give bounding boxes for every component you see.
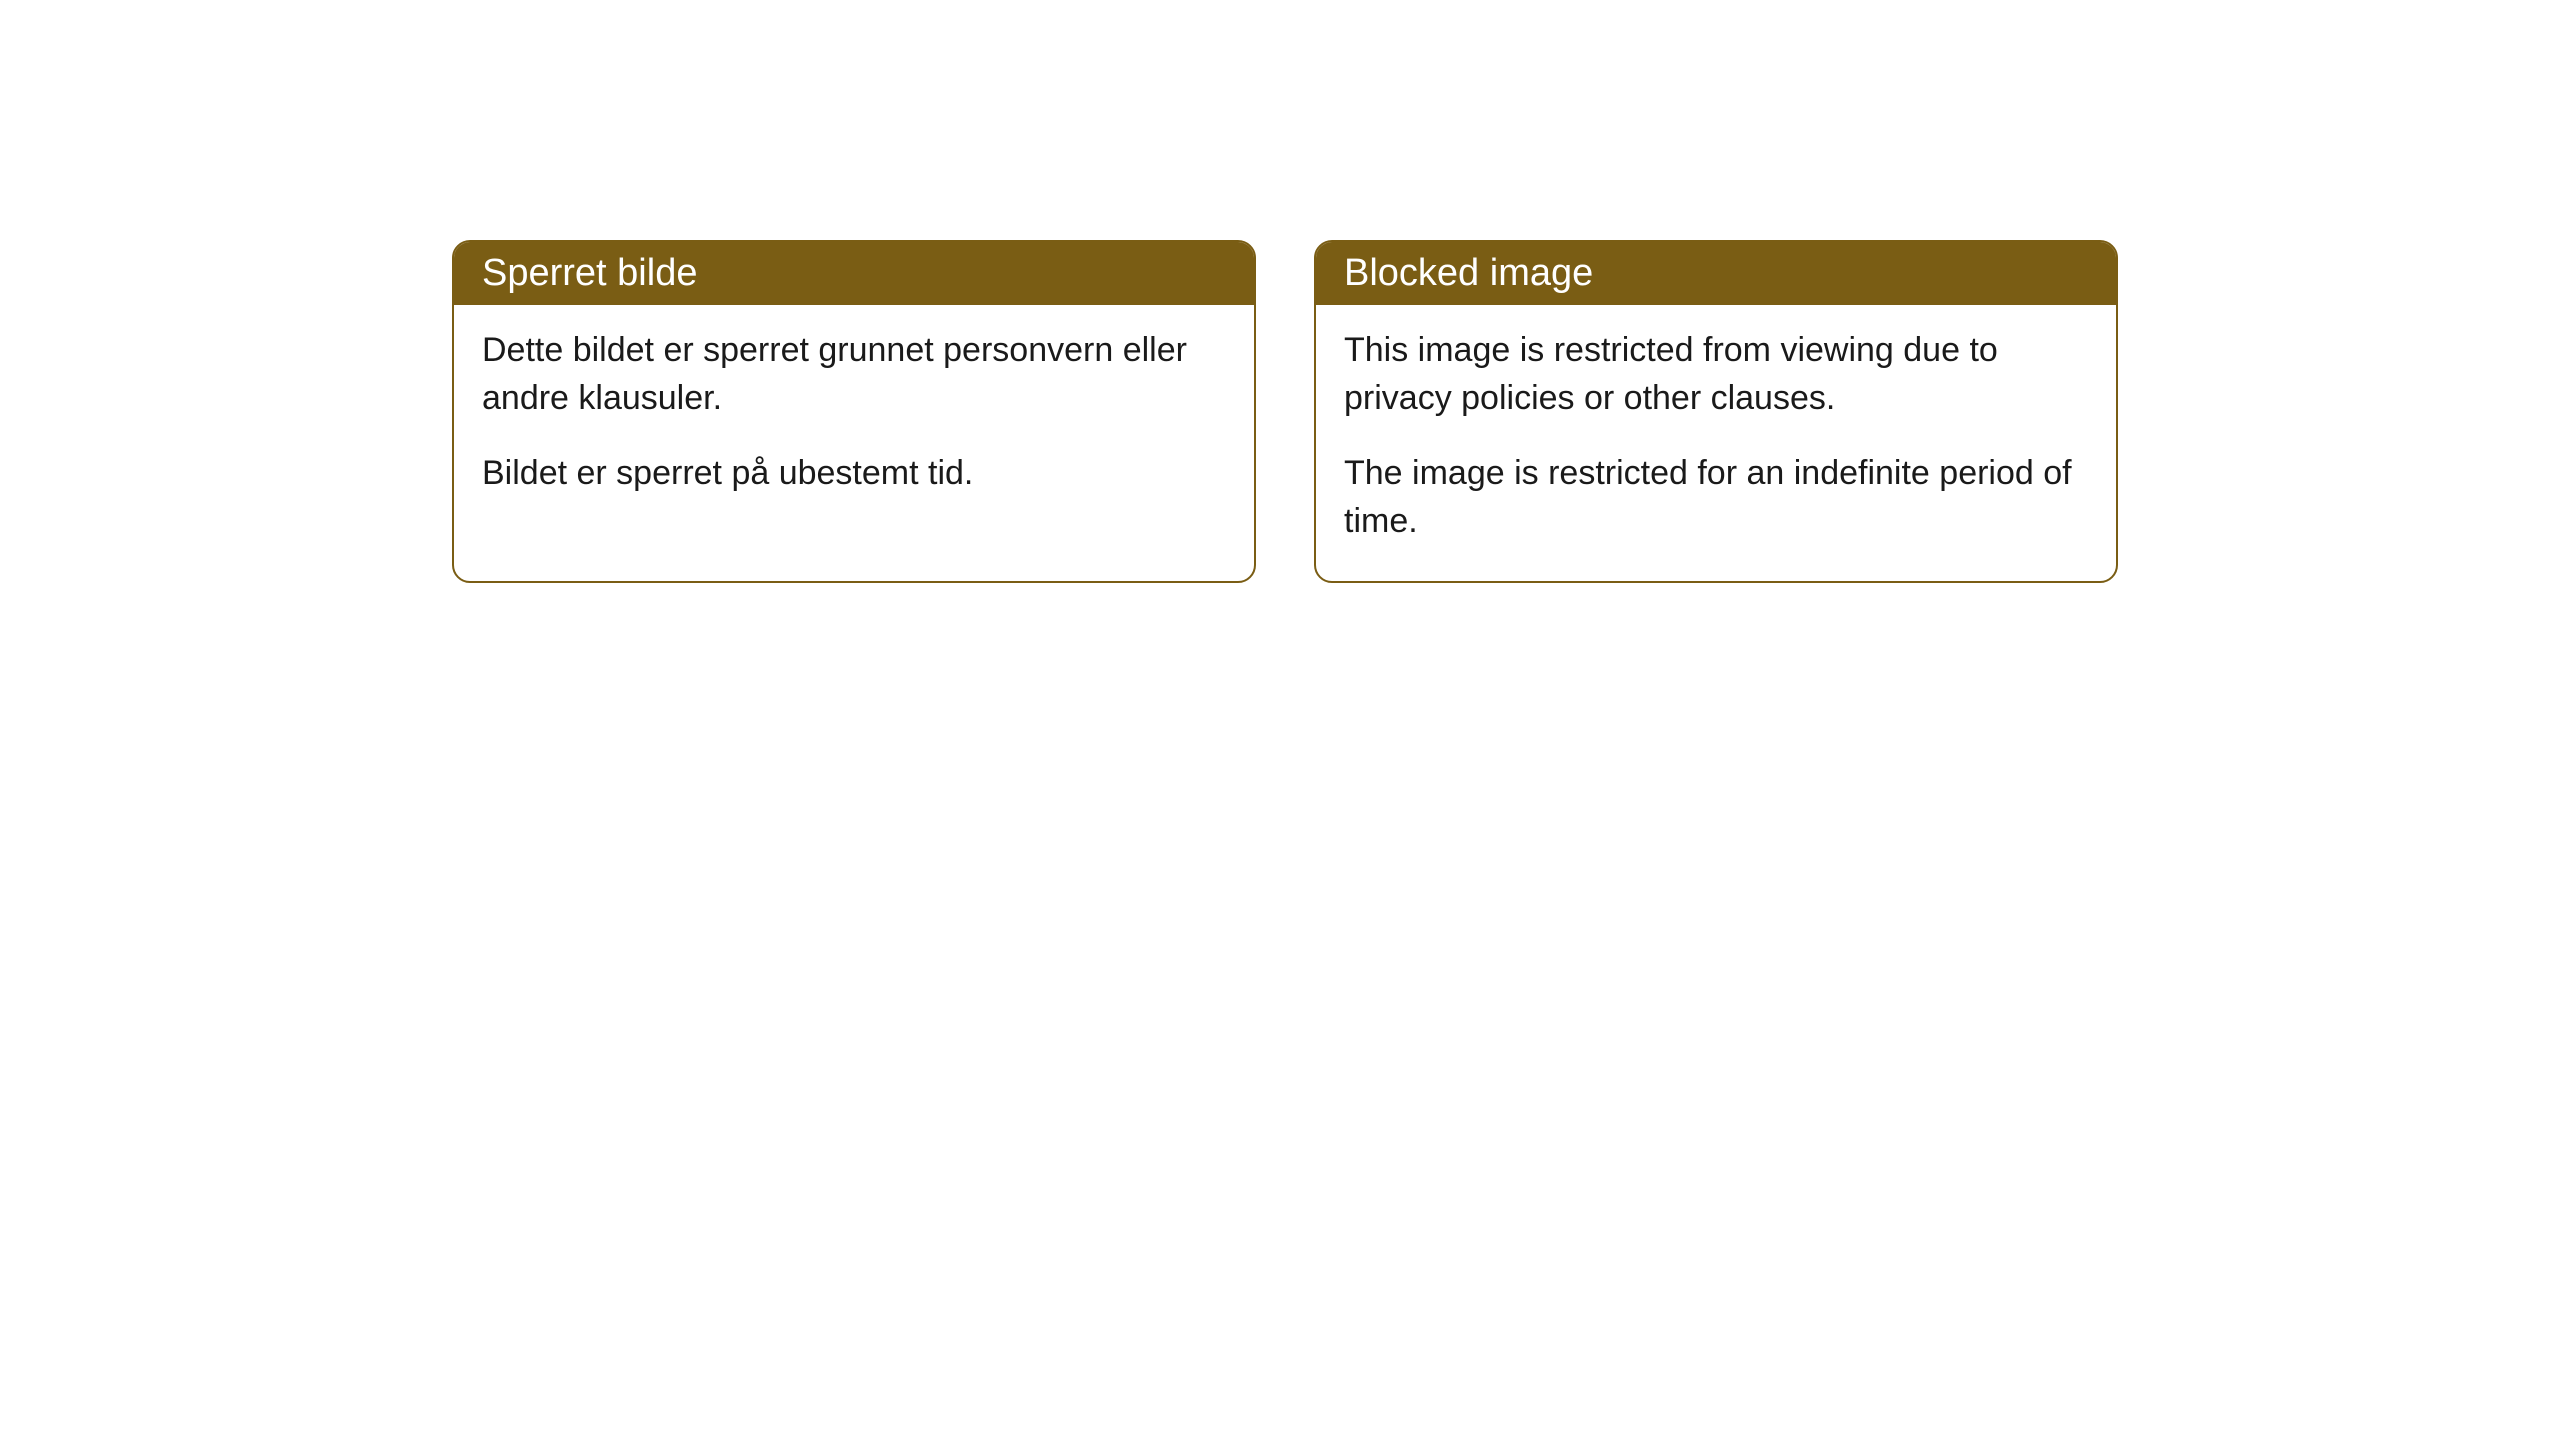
card-paragraph: This image is restricted from viewing du… (1344, 327, 2088, 422)
card-header: Blocked image (1316, 242, 2116, 305)
notice-container: Sperret bilde Dette bildet er sperret gr… (452, 240, 2118, 583)
blocked-image-card-norwegian: Sperret bilde Dette bildet er sperret gr… (452, 240, 1256, 583)
card-title: Sperret bilde (482, 252, 697, 294)
card-header: Sperret bilde (454, 242, 1254, 305)
card-title: Blocked image (1344, 252, 1593, 294)
blocked-image-card-english: Blocked image This image is restricted f… (1314, 240, 2118, 583)
card-body: Dette bildet er sperret grunnet personve… (454, 305, 1254, 534)
card-paragraph: Dette bildet er sperret grunnet personve… (482, 327, 1226, 422)
card-paragraph: Bildet er sperret på ubestemt tid. (482, 450, 1226, 498)
card-paragraph: The image is restricted for an indefinit… (1344, 450, 2088, 545)
card-body: This image is restricted from viewing du… (1316, 305, 2116, 581)
